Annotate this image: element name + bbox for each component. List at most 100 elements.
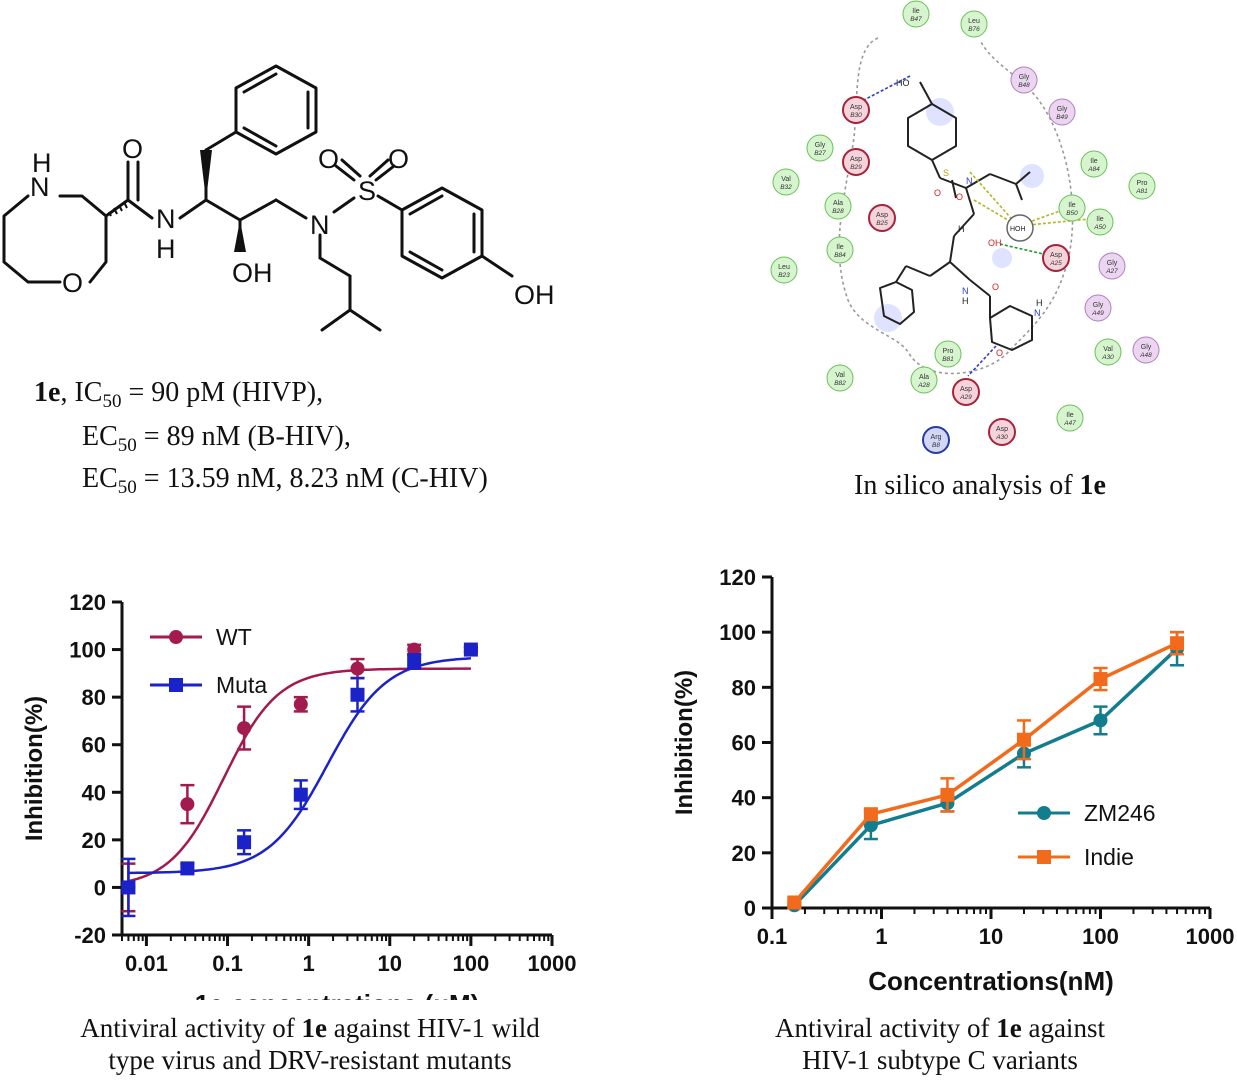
- residue-name: Asp: [960, 386, 972, 393]
- legend-label: ZM246: [1084, 800, 1156, 826]
- residue-bubble: [934, 340, 962, 368]
- x-tick-label: 100: [1082, 924, 1119, 949]
- residue-id: B84: [834, 252, 846, 259]
- y-tick-label: 60: [732, 731, 756, 756]
- y-tick-label: 20: [82, 828, 106, 853]
- data-point: [180, 797, 195, 812]
- metric-sub: 50: [117, 435, 137, 456]
- atom-s: S: [358, 176, 376, 206]
- data-point: [407, 642, 422, 657]
- y-tick-label: 120: [69, 590, 106, 615]
- y-tick-label: 40: [732, 786, 756, 811]
- residue-name: Arg: [931, 434, 942, 441]
- data-point: [293, 787, 308, 802]
- ligand-o-ring: O: [996, 348, 1003, 358]
- residue-id: B23: [778, 272, 790, 279]
- legend-item-muta: Muta: [150, 672, 267, 698]
- y-tick-label: 20: [732, 841, 756, 866]
- residue-name: Ile: [1090, 158, 1098, 165]
- residue-bubble: [842, 148, 870, 176]
- metric-sub: 50: [117, 477, 137, 498]
- ligand-oh: OH: [988, 238, 1002, 248]
- residue-name: Asp: [850, 104, 862, 111]
- x-tick-label: 1000: [1186, 924, 1235, 949]
- legend-label: Indie: [1084, 844, 1134, 870]
- residue-id: B48: [1018, 82, 1030, 89]
- chart-axes: [120, 602, 552, 937]
- x-tick-label: 0.1: [757, 924, 788, 949]
- data-point: [350, 687, 365, 702]
- data-point: [787, 895, 802, 910]
- residue-name: Gly: [1141, 344, 1152, 351]
- data-point: [863, 807, 878, 822]
- ligand-water: HOH: [1010, 226, 1026, 233]
- legend-item-zm246: ZM246: [1018, 800, 1156, 826]
- chart2-caption-line2: HIV-1 subtype C variants: [660, 1044, 1220, 1076]
- data-point: [237, 721, 252, 736]
- data-point: [180, 861, 195, 876]
- residue-name: Pro: [1137, 180, 1148, 187]
- legend-item-indie: Indie: [1018, 844, 1134, 870]
- residue-name: Gly: [1057, 106, 1068, 113]
- ligand-nh-ring: N: [1034, 308, 1041, 318]
- residue-id: B29: [850, 164, 862, 171]
- series-muta: [121, 642, 478, 918]
- data-point: [1016, 732, 1031, 747]
- x-tick-label: 0.1: [212, 951, 243, 976]
- residue-id: B8: [932, 442, 940, 449]
- residue-id: B82: [834, 380, 846, 387]
- data-point: [1093, 672, 1108, 687]
- legend-marker: [169, 630, 183, 644]
- metric-value: = 13.59 nM, 8.23 nM (C-HIV): [136, 463, 488, 494]
- atom-h-amide: H: [156, 234, 176, 264]
- atom-o-ring: O: [62, 268, 83, 298]
- chart-wt-muta: -20 0 20 40 60 80 100 120 0.01 0.1 1 10 100 1000 1e co…: [21, 590, 577, 1000]
- residue-name: Ile: [1066, 412, 1074, 419]
- residue-bubble: [1058, 194, 1086, 222]
- atom-o-carbonyl: O: [122, 134, 143, 164]
- x-tick-label: 1: [875, 924, 887, 949]
- residue-name: Asp: [1050, 252, 1062, 259]
- chart2-caption: Antiviral activity of 1e against HIV-1 s…: [660, 1012, 1220, 1076]
- residue-id: A50: [1093, 224, 1106, 231]
- y-tick-label: 80: [82, 685, 106, 710]
- residue-bubble: [1080, 150, 1108, 178]
- residue-bubble: [1010, 66, 1038, 94]
- y-tick-label: 0: [744, 896, 756, 921]
- data-point: [350, 661, 365, 676]
- residue-id: B27: [814, 150, 826, 157]
- atom-h-ring: H: [32, 148, 52, 178]
- residue-id: A48: [1139, 352, 1152, 359]
- metric-label: EC: [82, 463, 118, 494]
- x-tick-label: 1000: [528, 951, 577, 976]
- residue-name: Ile: [1068, 202, 1076, 209]
- x-tick-label: 100: [453, 951, 490, 976]
- data-point: [237, 835, 252, 850]
- y-axis-title: Inhibition(%): [671, 670, 698, 815]
- y-tick-label: -20: [74, 923, 106, 948]
- caption-pre: Antiviral activity of: [80, 1013, 302, 1043]
- residue-id: A47: [1063, 420, 1076, 427]
- series-indie: [787, 630, 1185, 910]
- ligand-n1: N: [966, 176, 973, 186]
- silico-caption: In silico analysis of 1e: [760, 470, 1200, 502]
- residue-id: A29: [959, 394, 972, 401]
- chart1-caption: Antiviral activity of 1e against HIV-1 w…: [0, 1012, 620, 1076]
- ligand-ho: HO: [896, 78, 910, 88]
- residue-id: A49: [1091, 310, 1104, 317]
- residue-id: A27: [1105, 268, 1118, 275]
- caption-post: against HIV-1 wild: [326, 1013, 540, 1043]
